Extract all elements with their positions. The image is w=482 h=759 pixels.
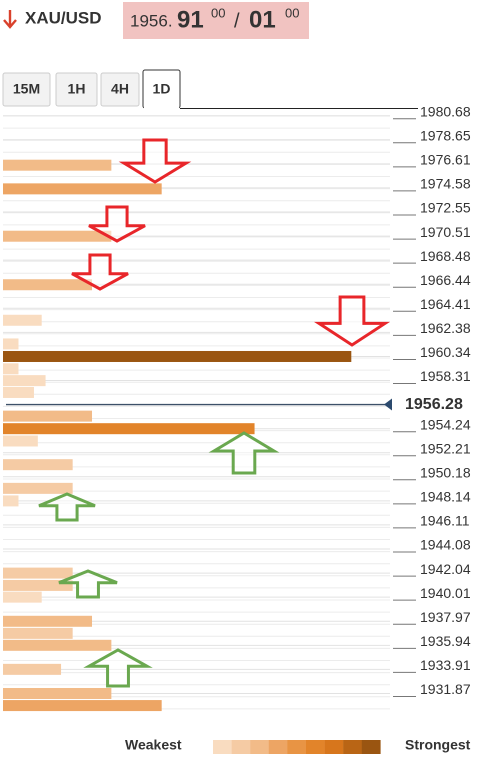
bar xyxy=(3,700,162,712)
resistance-arrow xyxy=(313,295,391,347)
y-tick-label: 1980.68 xyxy=(420,103,471,119)
y-tick-label: 1970.51 xyxy=(420,224,471,240)
bar xyxy=(3,423,255,435)
separator: / xyxy=(234,10,240,32)
bar xyxy=(3,639,112,651)
y-tick-label: 1962.38 xyxy=(420,320,471,336)
support-arrow xyxy=(38,492,96,522)
bar xyxy=(3,375,46,387)
support-arrow xyxy=(208,431,280,475)
bar xyxy=(3,687,112,699)
legend-swatch xyxy=(250,740,269,754)
y-tick-label: 1966.44 xyxy=(420,272,471,288)
y-tick-label: 1976.61 xyxy=(420,152,471,168)
y-tick-label: 1946.11 xyxy=(420,513,470,529)
current-price-marker xyxy=(384,398,392,411)
bar xyxy=(3,410,93,422)
bar xyxy=(3,363,19,375)
plot: 1980.68 1978.65 1976.61 1974.58 1972.55 1970.… xyxy=(3,103,471,754)
support-arrow xyxy=(58,569,118,599)
bar xyxy=(3,435,38,447)
y-tick-label: 1940.01 xyxy=(420,585,471,601)
y-tick-label: 1964.41 xyxy=(420,296,471,312)
y-tick-label: 1931.87 xyxy=(420,681,471,697)
bar xyxy=(3,183,162,195)
y-tick-label: 1935.94 xyxy=(420,633,471,649)
y-tick-label: 1960.34 xyxy=(420,344,471,360)
resistance-arrow xyxy=(71,253,129,291)
y-tick-label: 1958.31 xyxy=(420,368,471,384)
tab-label: 15M xyxy=(13,81,40,97)
bar xyxy=(3,615,93,627)
legend-swatch xyxy=(324,740,344,754)
y-tick-label: 1968.48 xyxy=(420,248,471,264)
tab[interactable] xyxy=(2,72,51,107)
tab[interactable] xyxy=(100,72,140,107)
legend-swatch xyxy=(231,740,251,754)
y-tick-label: 1937.97 xyxy=(420,609,471,625)
y-tick-label: 1942.04 xyxy=(420,561,471,577)
down-icon xyxy=(3,10,17,29)
bid-main: 1956. xyxy=(130,11,173,30)
bar xyxy=(3,459,73,471)
bar xyxy=(3,386,34,398)
y-tick-label: 1954.24 xyxy=(420,416,471,432)
legend-strongest: Strongest xyxy=(405,737,471,753)
resistance-arrow xyxy=(88,205,146,243)
y-tick-label: 1933.91 xyxy=(420,657,471,673)
bar xyxy=(3,495,19,507)
legend-swatch xyxy=(343,740,362,754)
ask-sup: 00 xyxy=(285,5,299,20)
bar xyxy=(3,350,352,362)
bar xyxy=(3,579,73,591)
bid-sup: 00 xyxy=(211,5,225,20)
bar xyxy=(3,627,73,639)
tab-label: 4H xyxy=(111,81,129,97)
y-tick-label: 1974.58 xyxy=(420,176,471,192)
y-tick-label: 1944.08 xyxy=(420,537,471,553)
bar xyxy=(3,279,93,291)
y-tick-label: 1952.21 xyxy=(420,440,471,456)
bar xyxy=(3,567,73,579)
y-tick-label: 1948.14 xyxy=(420,489,471,505)
current-price-label: 1956.28 xyxy=(405,396,463,413)
legend-weakest: Weakest xyxy=(125,737,182,753)
resistance-arrow xyxy=(118,138,192,184)
tab[interactable] xyxy=(55,72,98,107)
bar xyxy=(3,482,73,494)
bid-big: 91 xyxy=(177,6,204,33)
support-arrow xyxy=(83,648,153,688)
bar xyxy=(3,314,42,326)
header: XAU/USD 1956. 91 00 / 01 00 xyxy=(3,2,309,39)
bar xyxy=(3,230,112,242)
legend-swatch xyxy=(361,740,381,754)
y-tick-label: 1978.65 xyxy=(420,127,471,143)
legend-swatch xyxy=(268,740,288,754)
y-tick-label: 1950.18 xyxy=(420,464,471,480)
bar xyxy=(3,159,112,171)
legend-swatch xyxy=(213,740,232,754)
legend-swatch xyxy=(287,740,307,754)
y-tick-label: 1972.55 xyxy=(420,200,471,216)
legend-swatch xyxy=(306,740,325,754)
tab-label: 1H xyxy=(68,81,86,97)
bar xyxy=(3,663,62,675)
symbol: XAU/USD xyxy=(25,8,102,27)
ask-big: 01 xyxy=(249,6,276,33)
tabs: 15M 1H 4H 1D xyxy=(2,69,181,109)
tab-label: 1D xyxy=(153,81,171,97)
price-box xyxy=(123,2,309,39)
bar xyxy=(3,338,19,350)
bar xyxy=(3,591,42,603)
